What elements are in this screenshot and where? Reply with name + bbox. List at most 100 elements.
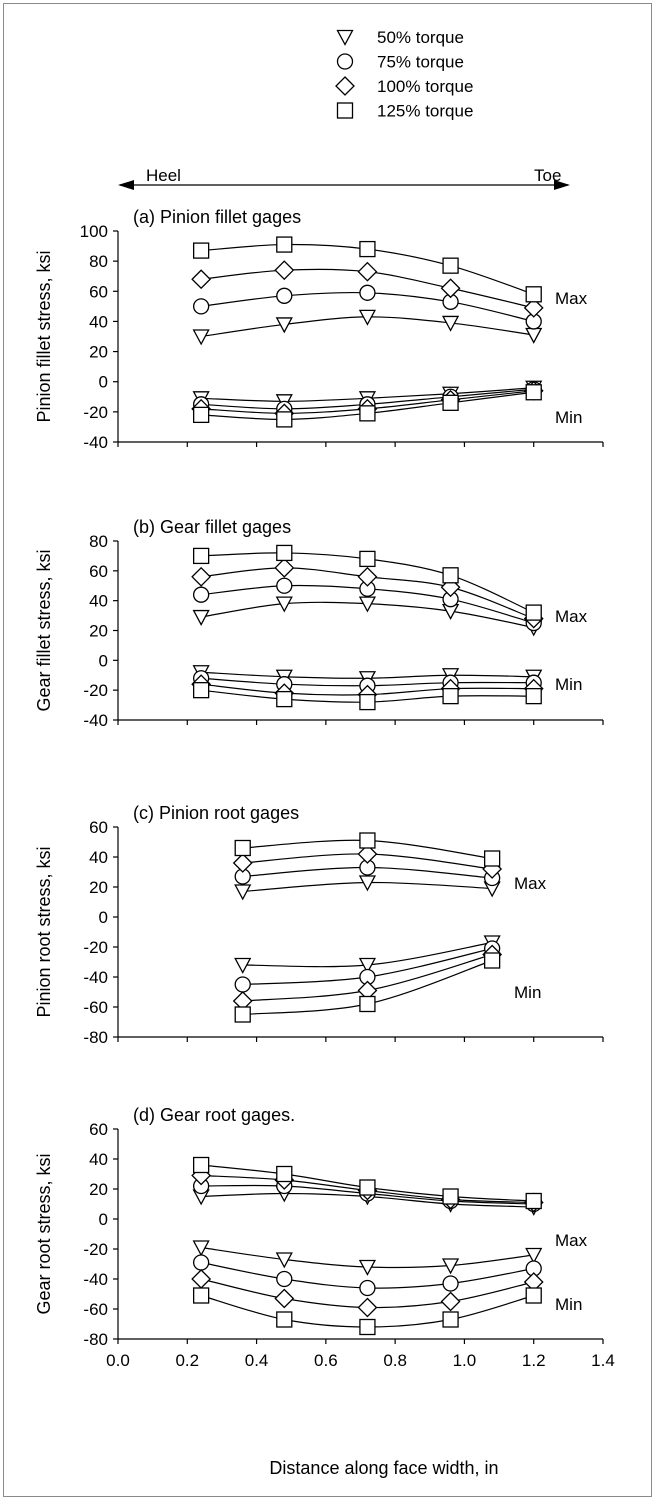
y-axis-title: Pinion root stress, ksi xyxy=(34,846,54,1017)
data-point-triangle-down xyxy=(441,1258,460,1275)
data-point-square xyxy=(442,1188,459,1205)
data-point-triangle-down xyxy=(525,327,543,344)
data-point-diamond xyxy=(440,278,461,299)
data-point-diamond xyxy=(191,269,212,290)
heel-toe-direction-arrow: Heel Toe xyxy=(118,166,570,190)
data-point-circle xyxy=(276,287,293,304)
data-point-diamond xyxy=(357,566,378,587)
y-tick-label: 60 xyxy=(89,818,108,837)
data-point-square xyxy=(234,1006,251,1023)
data-point-triangle-down xyxy=(441,315,460,332)
data-point-circle xyxy=(234,976,251,993)
data-point-square xyxy=(359,405,376,422)
panel-title: (c) Pinion root gages xyxy=(133,803,299,823)
data-point-triangle-down xyxy=(192,1240,210,1257)
data-point-triangle-down xyxy=(358,309,377,326)
min-annotation: Min xyxy=(555,675,582,694)
data-point-square xyxy=(192,1287,210,1304)
arrow-left-head xyxy=(118,180,134,190)
panel-d: -80 -60 -40 -20 0 20 40 60 0.0 0.2 0.4 0.6 0.8 1.0 1.2… xyxy=(34,1105,615,1370)
min-annotation: Min xyxy=(514,983,541,1002)
data-point-square xyxy=(525,1287,542,1304)
y-tick-label: 60 xyxy=(89,1120,108,1139)
legend-label: 75% torque xyxy=(377,53,464,72)
data-point-square xyxy=(276,690,293,708)
series-markers xyxy=(191,544,544,711)
y-axis-title: Gear root stress, ksi xyxy=(34,1153,54,1314)
y-tick-label: 0 xyxy=(99,651,108,670)
y-tick-label: -80 xyxy=(83,1330,108,1349)
data-point-triangle-down xyxy=(234,957,252,974)
panel-c: -80 -60 -40 -20 0 20 40 60 Pinion root stress, k… xyxy=(34,803,604,1047)
data-point-square xyxy=(483,952,501,969)
y-tick-label: 100 xyxy=(80,222,108,241)
x-tick-label: 1.4 xyxy=(591,1351,615,1370)
series-markers xyxy=(191,1156,544,1336)
y-tick-label: 80 xyxy=(89,532,108,551)
y-tick-label: 0 xyxy=(99,1210,108,1229)
x-tick-label: 1.2 xyxy=(522,1351,546,1370)
data-point-triangle-down xyxy=(358,875,377,892)
data-point-square xyxy=(359,832,376,849)
x-tick-label: 0.6 xyxy=(314,1351,338,1370)
x-tick-label: 0.4 xyxy=(245,1351,269,1370)
data-point-triangle-down xyxy=(358,596,377,613)
data-point-square xyxy=(525,384,542,401)
data-point-diamond xyxy=(274,557,295,578)
data-point-square xyxy=(442,687,459,705)
data-point-square xyxy=(359,240,376,258)
y-tick-label: -20 xyxy=(83,938,108,957)
series-markers xyxy=(191,236,544,428)
data-point-square xyxy=(276,236,293,253)
data-point-diamond xyxy=(523,297,544,318)
data-point-square xyxy=(525,1192,542,1210)
data-point-square xyxy=(276,1165,293,1183)
y-tick-label: -40 xyxy=(83,711,108,730)
y-tick-label: -40 xyxy=(83,433,108,452)
data-point-square xyxy=(525,286,542,303)
y-tick-label: -20 xyxy=(83,681,108,700)
data-point-diamond xyxy=(357,261,378,282)
y-tick-label: 20 xyxy=(89,622,108,641)
y-tick-label: 40 xyxy=(89,1150,108,1169)
legend-label: 100% torque xyxy=(377,77,473,96)
data-point-square xyxy=(192,547,210,565)
data-point-square xyxy=(483,850,501,867)
data-point-triangle-down xyxy=(234,884,252,901)
y-tick-label: 60 xyxy=(89,562,108,581)
data-point-square xyxy=(359,550,376,568)
toe-label: Toe xyxy=(534,166,561,185)
data-point-square xyxy=(276,1311,293,1328)
y-tick-label: -40 xyxy=(83,968,108,987)
legend-label: 125% torque xyxy=(377,102,473,121)
y-tick-label: -40 xyxy=(83,1270,108,1289)
data-point-triangle-down xyxy=(275,596,293,613)
data-point-circle xyxy=(359,284,376,301)
legend-marker-square-icon xyxy=(336,102,354,119)
data-point-square xyxy=(192,1156,210,1174)
data-point-circle xyxy=(442,1275,459,1292)
data-point-triangle-down xyxy=(192,329,210,346)
panel-title: (b) Gear fillet gages xyxy=(133,517,291,537)
data-point-circle xyxy=(192,298,210,315)
data-point-square xyxy=(442,1311,459,1328)
y-tick-label: 20 xyxy=(89,1180,108,1199)
y-tick-label: 20 xyxy=(89,878,108,897)
y-axis-title: Gear fillet stress, ksi xyxy=(34,549,54,711)
legend-marker-triangle-down-icon xyxy=(336,29,354,46)
legend-label: 50% torque xyxy=(377,28,464,47)
data-point-diamond xyxy=(274,260,295,281)
min-annotation: Min xyxy=(555,408,582,427)
data-point-circle xyxy=(192,586,210,603)
data-point-square xyxy=(525,687,542,705)
series-markers xyxy=(232,832,503,1023)
y-tick-label: 0 xyxy=(99,373,108,392)
data-point-square xyxy=(192,242,210,259)
data-point-square xyxy=(525,604,542,621)
data-point-square xyxy=(359,995,376,1013)
panel-title: (d) Gear root gages. xyxy=(133,1105,295,1125)
y-tick-label: 0 xyxy=(99,908,108,927)
data-point-square xyxy=(192,406,210,424)
y-tick-label: 20 xyxy=(89,343,108,362)
data-point-diamond xyxy=(440,1291,461,1312)
